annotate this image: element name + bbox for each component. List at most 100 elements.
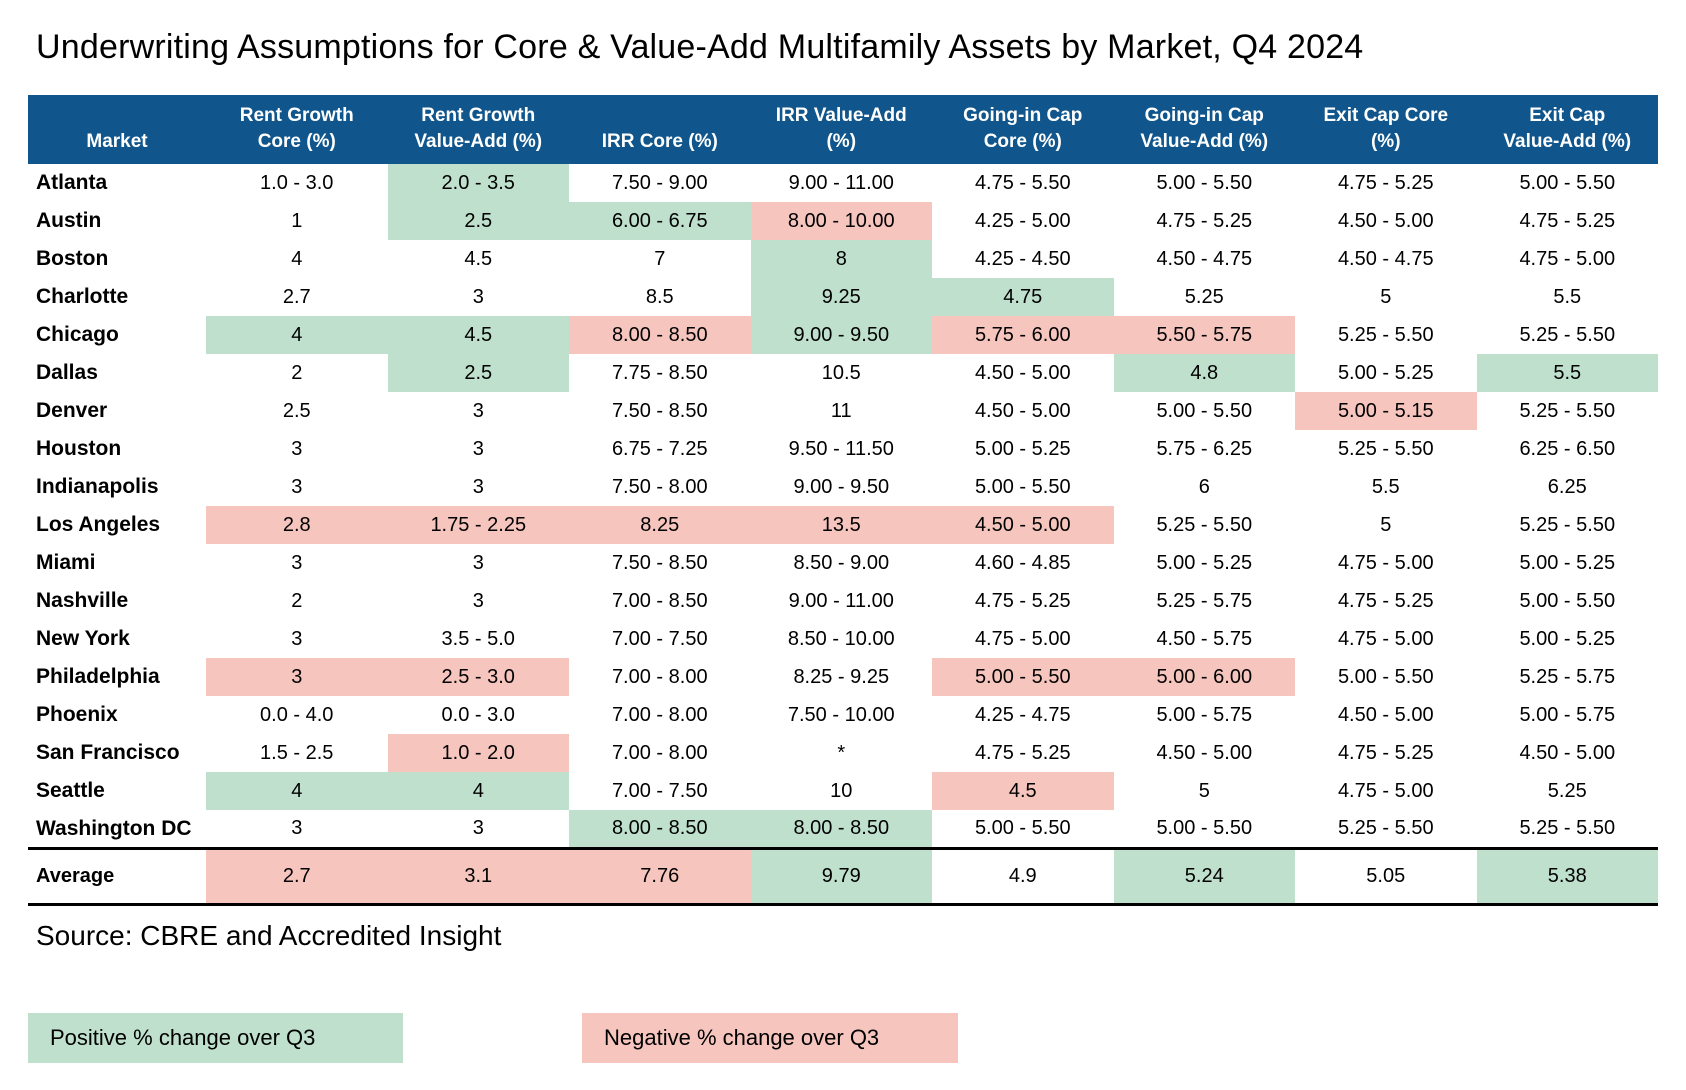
- value-cell: 9.00 - 11.00: [788, 171, 894, 194]
- value-cell: 4.25 - 5.00: [974, 209, 1071, 232]
- value-cell: 7.00 - 8.50: [611, 589, 708, 612]
- table-row: Denver 2.5 3 7.50 - 8.50 11 4.50 - 5.00 5.00 -…: [28, 392, 1658, 431]
- value-cell: 5.00 - 5.50: [1337, 665, 1434, 688]
- value-cell: 4.75 - 5.25: [1337, 589, 1434, 612]
- value-cell: 1.0 - 3.0: [260, 171, 334, 194]
- value-cell: 9.25: [750, 278, 932, 317]
- value-cell: 7.50 - 8.50: [611, 551, 708, 574]
- value-cell: 7.00 - 8.00: [611, 703, 708, 726]
- table-row: New York 3 3.5 - 5.0 7.00 - 7.50 8.50 - 10.0…: [28, 620, 1658, 658]
- market-cell: Charlotte: [36, 285, 129, 309]
- value-cell: 4.5: [387, 316, 569, 355]
- market-cell: New York: [36, 627, 130, 651]
- value-cell: 4.75 - 5.25: [1337, 171, 1434, 194]
- value-cell: 6: [1198, 475, 1210, 498]
- table-row: Indianapolis 3 3 7.50 - 8.00 9.00 - 9.50 5.00…: [28, 468, 1658, 506]
- value-cell: 3: [472, 551, 484, 574]
- value-cell: 5.25 - 5.50: [1156, 513, 1253, 536]
- value-cell: 5.75 - 6.00: [932, 316, 1114, 355]
- value-cell: 5: [1380, 513, 1392, 536]
- value-cell: 3: [291, 475, 303, 498]
- value-cell: 2: [291, 361, 303, 384]
- value-cell: 7.00 - 8.00: [611, 665, 708, 688]
- table-row: Atlanta 1.0 - 3.0 2.0 - 3.5 7.50 - 9.00 9.00…: [28, 164, 1658, 203]
- value-cell: 7.76: [569, 846, 751, 906]
- value-cell: 3: [472, 817, 484, 840]
- value-cell: 4.75 - 5.25: [974, 741, 1071, 764]
- value-cell: 7.50 - 10.00: [787, 703, 895, 726]
- value-cell: 4.50 - 5.00: [1337, 209, 1434, 232]
- value-cell: 4.75 - 5.00: [1337, 551, 1434, 574]
- market-cell: Boston: [36, 247, 109, 271]
- market-cell: Chicago: [36, 323, 119, 347]
- table-row: Houston 3 3 6.75 - 7.25 9.50 - 11.50 5.00 - 5…: [28, 430, 1658, 468]
- value-cell: 5.25 - 5.50: [1519, 399, 1616, 422]
- value-cell: 4.75 - 5.50: [974, 171, 1071, 194]
- table-body: Atlanta 1.0 - 3.0 2.0 - 3.5 7.50 - 9.00 9.00…: [28, 164, 1658, 849]
- value-cell: 2.5: [387, 354, 569, 393]
- value-cell: 5.00 - 5.50: [932, 658, 1114, 697]
- legend: Positive % change over Q3 Negative % cha…: [28, 1013, 1658, 1063]
- value-cell: 5.25: [1547, 779, 1587, 802]
- column-header-exit-cap-core: Exit Cap Core (%): [1295, 95, 1477, 165]
- value-cell: 5: [1380, 285, 1392, 308]
- value-cell: 5.00 - 5.50: [1156, 817, 1253, 840]
- source-note: Source: CBRE and Accredited Insight: [36, 919, 502, 951]
- value-cell: 0.0 - 3.0: [441, 703, 515, 726]
- value-cell: 4.75 - 5.25: [1156, 209, 1253, 232]
- legend-negative-swatch: Negative % change over Q3: [582, 1013, 958, 1063]
- value-cell: 2.7: [206, 846, 388, 906]
- value-cell: 5.24: [1113, 846, 1295, 906]
- value-cell: 1.0 - 2.0: [387, 734, 569, 773]
- value-cell: 2.5: [282, 399, 311, 422]
- value-cell: 4.50 - 5.00: [974, 361, 1071, 384]
- value-cell: 5.00 - 5.25: [974, 437, 1071, 460]
- value-cell: 4.50 - 5.00: [1156, 741, 1253, 764]
- value-cell: 5.75 - 6.25: [1156, 437, 1253, 460]
- value-cell: 8.50 - 9.00: [793, 551, 890, 574]
- value-cell: 4.75 - 5.25: [974, 589, 1071, 612]
- value-cell: 2.8: [206, 506, 388, 545]
- market-cell: Dallas: [36, 361, 98, 385]
- value-cell: 5.25: [1184, 285, 1224, 308]
- value-cell: 8.25 - 9.25: [793, 665, 890, 688]
- market-cell: Nashville: [36, 589, 129, 613]
- value-cell: 7.50 - 8.00: [611, 475, 708, 498]
- value-cell: 5.25 - 5.75: [1156, 589, 1253, 612]
- value-cell: 4.50 - 5.00: [1519, 741, 1616, 764]
- value-cell: 4.50 - 4.75: [1156, 247, 1253, 270]
- value-cell: 10.5: [821, 361, 861, 384]
- average-row: Average 2.7 3.1 7.76 9.79 4.9 5.24 5.05 5.38: [28, 846, 1658, 906]
- value-cell: 9.79: [750, 846, 932, 906]
- value-cell: 4.9: [932, 846, 1114, 906]
- value-cell: 5.25 - 5.50: [1337, 817, 1434, 840]
- table-row: Los Angeles 2.8 1.75 - 2.25 8.25 13.5 4.50 - …: [28, 506, 1658, 545]
- table-row: Boston 4 4.5 7 8 4.25 - 4.50 4.50 - 4.75 4.50 -…: [28, 240, 1658, 279]
- value-cell: 3: [291, 817, 303, 840]
- value-cell: 6.25 - 6.50: [1519, 437, 1616, 460]
- value-cell: 5.05: [1295, 846, 1477, 906]
- value-cell: 4.75 - 5.25: [1337, 741, 1434, 764]
- value-cell: 3: [472, 285, 484, 308]
- value-cell: 8.5: [645, 285, 674, 308]
- value-cell: 5: [1198, 779, 1210, 802]
- table-row: Miami 3 3 7.50 - 8.50 8.50 - 9.00 4.60 - 4.85…: [28, 544, 1658, 582]
- value-cell: 7.00 - 7.50: [611, 627, 708, 650]
- value-cell: 4.60 - 4.85: [974, 551, 1071, 574]
- value-cell: 5.25 - 5.50: [1337, 437, 1434, 460]
- value-cell: 5.5: [1476, 354, 1658, 393]
- value-cell: 4.25 - 4.50: [974, 247, 1071, 270]
- value-cell: 4.75 - 5.00: [974, 627, 1071, 650]
- value-cell: 5.00 - 5.50: [1156, 399, 1253, 422]
- column-header-irr-value-add: IRR Value-Add (%): [750, 95, 932, 165]
- value-cell: 4.8: [1113, 354, 1295, 393]
- value-cell: 4.50 - 5.00: [974, 399, 1071, 422]
- value-cell: 3: [291, 437, 303, 460]
- market-cell: Houston: [36, 437, 122, 461]
- value-cell: 6.25: [1547, 475, 1587, 498]
- legend-negative-label: Negative % change over Q3: [604, 1025, 880, 1050]
- value-cell: 4.75 - 5.00: [1337, 627, 1434, 650]
- value-cell: 4.50 - 5.00: [1337, 703, 1434, 726]
- value-cell: 5.00 - 5.25: [1519, 627, 1616, 650]
